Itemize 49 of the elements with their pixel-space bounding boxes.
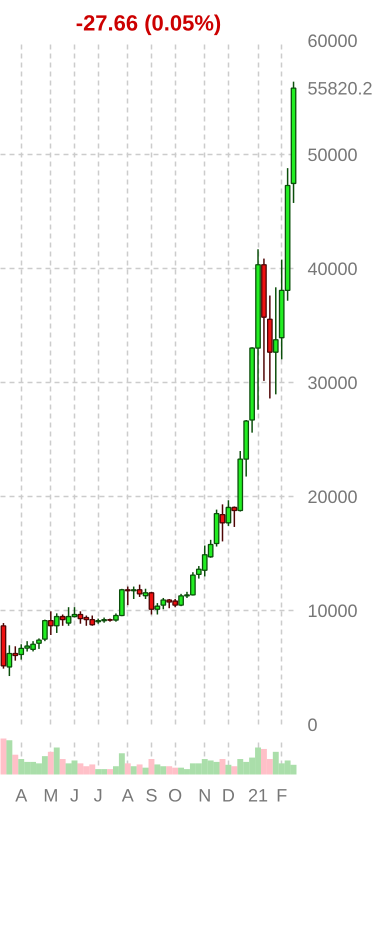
bar <box>220 759 226 774</box>
y-tick-label: 50000 <box>308 145 358 165</box>
bar <box>6 740 12 774</box>
candlestick <box>6 644 12 677</box>
bar <box>130 766 137 774</box>
candlestick <box>136 584 142 598</box>
x-tick-label: M <box>43 786 58 806</box>
bar <box>225 764 232 774</box>
bar <box>54 748 60 774</box>
x-tick-label: D <box>222 786 235 806</box>
candlestick <box>220 504 226 542</box>
bar <box>124 763 131 774</box>
candlestick <box>226 500 232 527</box>
candlestick <box>48 610 54 636</box>
x-tick-label: 21 <box>248 786 268 806</box>
bar <box>142 768 148 774</box>
x-tick-label: A <box>122 786 134 806</box>
candlestick <box>142 588 148 600</box>
candlestick <box>272 286 279 396</box>
candlestick <box>148 591 154 616</box>
bar <box>12 754 18 774</box>
y-tick-label: 40000 <box>308 259 358 279</box>
candlestick <box>12 646 18 662</box>
bar <box>48 752 54 774</box>
x-tick-label: J <box>70 786 79 806</box>
chart-title: -27.66 (0.05%) <box>76 10 222 36</box>
x-tick-label: N <box>198 786 212 806</box>
x-tick-label: A <box>15 786 28 806</box>
y-tick-label: 30000 <box>308 373 358 393</box>
y-tick-label: 60000 <box>308 31 358 51</box>
x-tick-label: O <box>168 786 182 806</box>
candlestick <box>60 614 66 627</box>
bar <box>231 766 238 774</box>
bar <box>0 738 6 774</box>
y-tick-label: 0 <box>308 715 318 735</box>
x-tick-label: J <box>94 786 103 806</box>
bar <box>60 759 66 774</box>
y-tick-label: 10000 <box>308 601 358 621</box>
x-tick-label: S <box>145 786 158 806</box>
bar <box>136 764 143 774</box>
candlestick <box>130 586 137 600</box>
candlestick <box>124 586 131 606</box>
candlestick <box>54 612 60 634</box>
candlestick <box>231 506 238 528</box>
y-tick-label: 20000 <box>308 487 358 507</box>
x-tick-label: F <box>276 786 288 806</box>
y-tick-label: 55820.2 <box>308 78 373 99</box>
bar <box>107 769 113 774</box>
bar <box>148 759 154 774</box>
